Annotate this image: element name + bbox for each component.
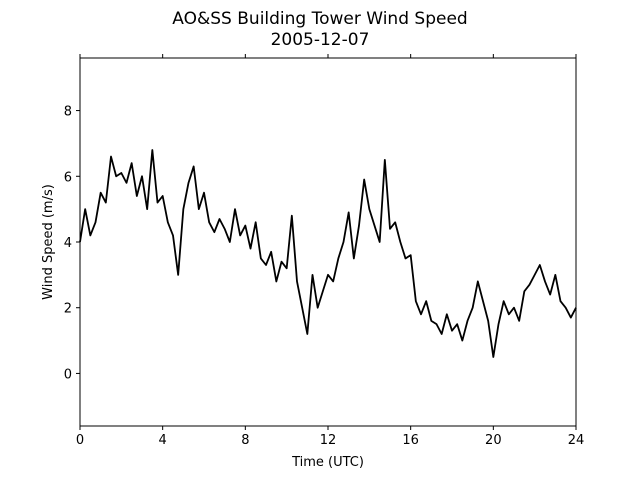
- y-tick-label: 0: [64, 367, 72, 382]
- data-line: [79, 149, 577, 358]
- x-axis-label: Time (UTC): [291, 455, 364, 470]
- x-tick-label: 12: [320, 433, 337, 448]
- x-tick-label: 16: [402, 433, 419, 448]
- chart-subtitle: 2005-12-07: [271, 30, 370, 50]
- y-axis-label: Wind Speed (m/s): [41, 184, 56, 300]
- x-tick-label: 24: [568, 433, 585, 448]
- y-tick-label: 8: [64, 105, 72, 120]
- chart-title: AO&SS Building Tower Wind Speed: [172, 9, 467, 29]
- x-tick-label: 8: [241, 433, 249, 448]
- plot-frame: [79, 57, 577, 427]
- x-tick-label: 0: [76, 433, 84, 448]
- x-tick-label: 4: [159, 433, 167, 448]
- y-tick-label: 4: [64, 236, 72, 251]
- x-tick-label: 20: [485, 433, 502, 448]
- y-tick-label: 2: [64, 302, 72, 317]
- y-tick-label: 6: [64, 170, 72, 185]
